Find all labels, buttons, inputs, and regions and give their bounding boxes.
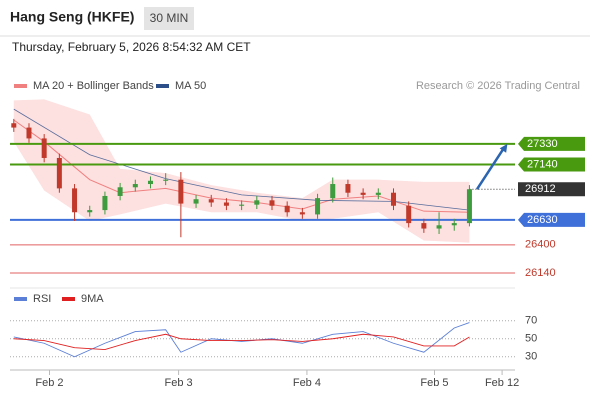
candle-body	[72, 188, 78, 213]
candle-body	[11, 123, 17, 128]
candle-body	[330, 184, 336, 199]
level-label: 26912	[525, 183, 556, 195]
projection-arrowhead	[499, 143, 508, 153]
credit: Research © 2026 Trading Central	[416, 80, 580, 92]
projection-arrow	[475, 148, 505, 190]
y-tick-label: 50	[525, 333, 537, 345]
candle-body	[147, 180, 153, 185]
legend-swatch	[14, 84, 27, 88]
candle-body	[406, 205, 412, 224]
x-tick-label: Feb 2	[35, 377, 63, 389]
candle-body	[269, 200, 275, 206]
level-label: 27140	[527, 158, 558, 170]
level-label-box	[518, 182, 585, 197]
legend-label: MA 20 + Bollinger Bands	[33, 80, 154, 92]
candle-body	[254, 200, 260, 205]
legend-swatch	[62, 297, 75, 301]
candle-body	[451, 223, 457, 226]
candle-body	[390, 192, 396, 206]
legend-swatch	[156, 84, 169, 88]
candle-body	[26, 127, 32, 139]
legend-label: MA 50	[175, 80, 206, 92]
legend-label: RSI	[33, 293, 51, 305]
level-label: 26630	[527, 214, 558, 226]
timestamp: Thursday, February 5, 2026 8:54:32 AM CE…	[12, 40, 251, 54]
candle-body	[345, 184, 351, 193]
interval: 30 MIN	[150, 11, 189, 25]
rsi-line	[13, 333, 470, 350]
candle-body	[436, 225, 442, 229]
legend-swatch	[14, 297, 27, 301]
candle-body	[284, 205, 290, 213]
candle-body	[223, 202, 229, 206]
bollinger-band	[13, 99, 470, 243]
x-tick-label: Feb 12	[485, 377, 519, 389]
x-tick-label: Feb 3	[165, 377, 193, 389]
candle-body	[421, 223, 427, 229]
candle-body	[117, 187, 123, 196]
candle-body	[163, 179, 169, 181]
candle-body	[375, 192, 381, 195]
level-label: 26400	[525, 239, 556, 251]
rsi-line	[13, 322, 470, 358]
interval-box	[144, 7, 194, 30]
level-label: 27330	[527, 138, 558, 150]
candle-body	[315, 198, 321, 215]
legend-label: 9MA	[81, 293, 104, 305]
candle-body	[102, 195, 108, 211]
candle-body	[87, 210, 93, 213]
level-label-box	[518, 136, 585, 151]
candle-body	[193, 199, 199, 204]
candle-body	[360, 192, 366, 195]
x-tick-label: Feb 5	[420, 377, 448, 389]
y-tick-label: 30	[525, 351, 537, 363]
y-tick-label: 70	[525, 315, 537, 327]
level-label-box	[518, 212, 585, 227]
candle-body	[299, 212, 305, 215]
candle-body	[178, 179, 184, 204]
candle-body	[132, 184, 138, 188]
ma20-line	[13, 119, 470, 213]
level-label: 26140	[525, 267, 556, 279]
candle-body	[466, 189, 472, 224]
candle-body	[239, 204, 245, 206]
level-label-box	[518, 157, 585, 172]
candle-body	[208, 199, 214, 203]
candle-body	[41, 138, 47, 158]
x-tick-label: Feb 4	[293, 377, 321, 389]
title: Hang Seng (HKFE)	[10, 9, 134, 25]
candle-body	[56, 157, 62, 189]
